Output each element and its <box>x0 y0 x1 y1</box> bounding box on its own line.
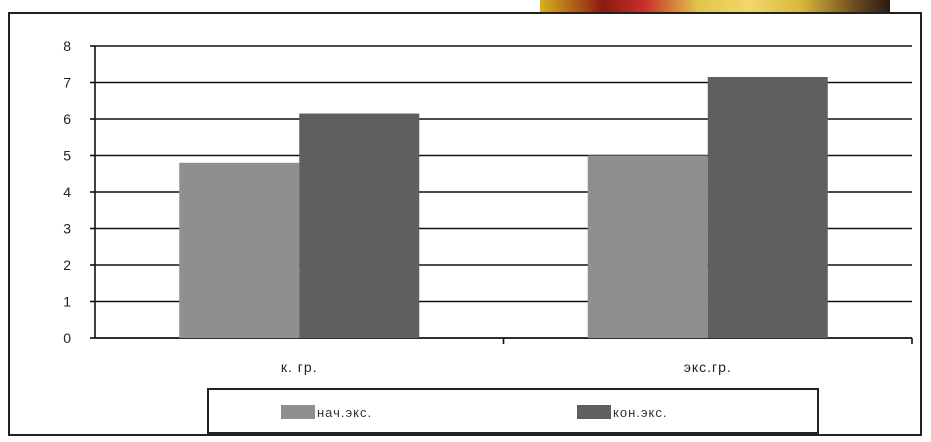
legend-swatch-start <box>281 405 315 419</box>
bar-end-0 <box>299 113 420 339</box>
x-category-label: экс.гр. <box>684 359 732 375</box>
y-tick-label: 5 <box>63 148 71 164</box>
y-tick-label: 6 <box>63 111 71 127</box>
legend-label-start: нач.экс. <box>317 404 373 420</box>
bar-start-1 <box>587 155 708 338</box>
bar-start-0 <box>179 162 300 338</box>
y-tick-label: 1 <box>63 294 71 310</box>
bar-end-1 <box>707 77 828 339</box>
y-tick-label: 8 <box>63 38 71 54</box>
legend-swatch-end <box>577 405 611 419</box>
legend-item-end: кон.экс. <box>577 402 667 422</box>
chart-legend: нач.экс. кон.экс. <box>207 388 819 434</box>
y-tick-label: 7 <box>63 75 71 91</box>
x-category-label: к. гр. <box>281 359 318 375</box>
y-tick-label: 3 <box>63 221 71 237</box>
y-tick-label: 2 <box>63 257 71 273</box>
legend-item-start: нач.экс. <box>281 402 372 422</box>
top-photo-fragment <box>540 0 890 12</box>
legend-label-end: кон.экс. <box>613 404 668 420</box>
y-tick-label: 4 <box>63 184 71 200</box>
y-tick-label: 0 <box>63 330 71 346</box>
